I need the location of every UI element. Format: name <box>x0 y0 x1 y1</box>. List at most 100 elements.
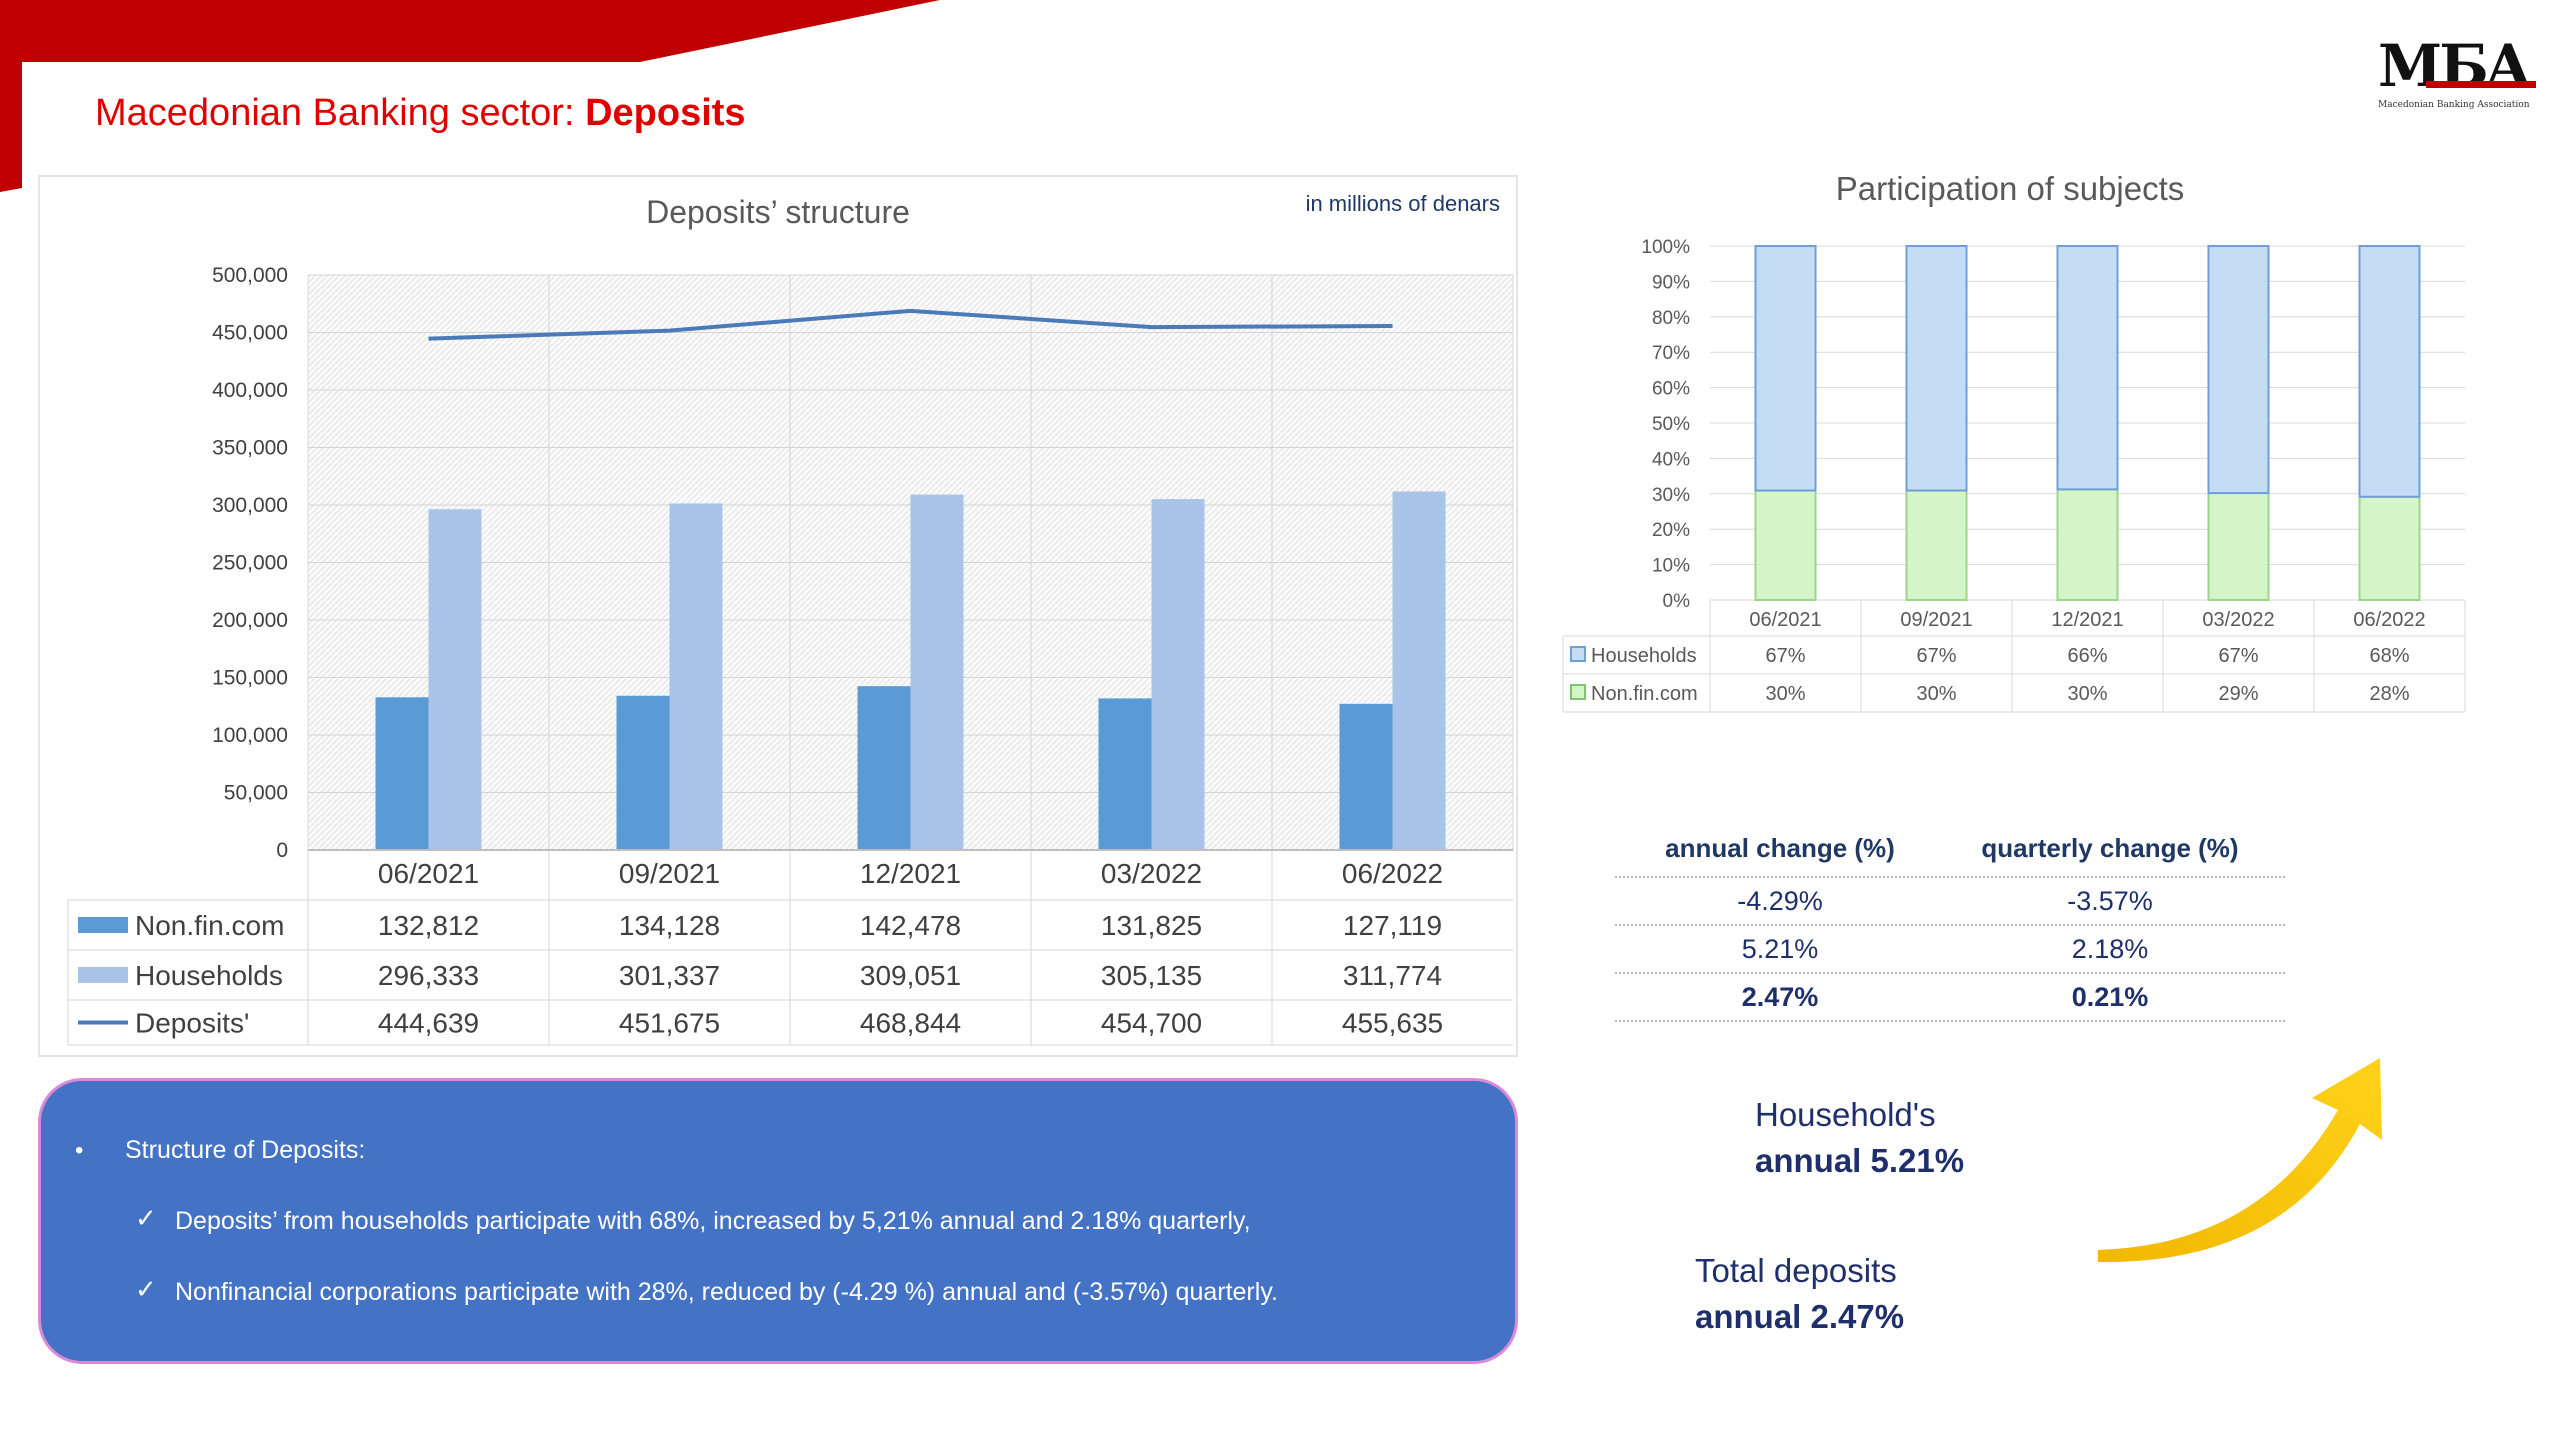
bar-non-fin-com <box>1339 703 1393 850</box>
data-label: 68% <box>2369 645 2409 667</box>
bar-non-fin-com <box>857 686 911 850</box>
checkmark-icon: ✓ <box>135 1274 157 1304</box>
data-label: 444,639 <box>378 1008 479 1039</box>
data-label: 309,051 <box>860 960 961 991</box>
data-label: 142,478 <box>860 910 961 941</box>
data-label: 132,812 <box>378 910 479 941</box>
x-tick-label: 12/2021 <box>2051 609 2123 631</box>
y-tick-label: 150,000 <box>212 667 288 690</box>
header-annual-change: annual change (%) <box>1665 832 1895 863</box>
data-label: 131,825 <box>1101 910 1202 941</box>
data-label: 30% <box>2067 683 2107 705</box>
x-tick-label: 06/2021 <box>378 858 479 889</box>
data-label: 127,119 <box>1343 910 1442 941</box>
bar-households <box>1392 491 1446 850</box>
y-tick-label: 90% <box>1652 272 1690 293</box>
y-tick-label: 100,000 <box>212 724 288 747</box>
bar-households <box>1905 245 1968 492</box>
bar-non-fin-com <box>2056 488 2119 601</box>
data-label: 67% <box>1916 645 1956 667</box>
data-label: 305,135 <box>1101 960 1202 991</box>
quarterly-change-nonfin: -3.57% <box>2067 885 2153 916</box>
y-tick-label: 100% <box>1641 237 1690 258</box>
deposits-structure-chart: 0 50,000 100,000 150,000 200,000 250,000 300,0… <box>67 191 1514 1046</box>
households-callout-line1: Household's <box>1755 1096 1936 1133</box>
logo-caption: Macedonian Banking Association <box>2378 100 2530 110</box>
data-label: 67% <box>2218 645 2258 667</box>
data-label: 296,333 <box>378 960 479 991</box>
bar-households <box>2207 245 2270 495</box>
data-label: 311,774 <box>1343 960 1442 991</box>
table-separator <box>1615 876 2285 878</box>
x-tick-label: 09/2021 <box>1900 609 1972 631</box>
annual-change-nonfin: -4.29% <box>1737 885 1823 916</box>
y-tick-label: 0 <box>276 839 288 862</box>
annual-change-households: 5.21% <box>1741 933 1819 964</box>
legend-entry: Households <box>135 960 283 991</box>
y-tick-label: 40% <box>1652 449 1690 470</box>
x-tick-label: 06/2021 <box>1749 609 1821 631</box>
quarterly-change-total: 0.21% <box>2071 981 2149 1012</box>
bar-households <box>910 494 964 850</box>
total-callout-line2: annual 2.47% <box>1695 1298 1905 1335</box>
y-tick-label: 50,000 <box>224 782 288 805</box>
data-label: 454,700 <box>1101 1008 1202 1039</box>
bar-non-fin-com <box>2358 495 2421 601</box>
legend-key <box>78 917 128 933</box>
annual-change-total: 2.47% <box>1741 981 1819 1012</box>
quarterly-change-households: 2.18% <box>2071 933 2149 964</box>
slide-title: Macedonian Banking sector: Deposits <box>95 92 746 135</box>
info-item-households: ✓ Deposits’ from households participate … <box>135 1203 1251 1236</box>
bar-households <box>428 509 482 850</box>
x-tick-label: 03/2022 <box>1101 858 1202 889</box>
bar-non-fin-com <box>1754 489 1817 602</box>
info-box: • Structure of Deposits: ✓ Deposits’ fro… <box>38 1078 1518 1364</box>
info-item-text: Deposits’ from households participate wi… <box>175 1207 1251 1235</box>
slide-title-prefix: Macedonian Banking sector: <box>95 92 586 134</box>
bar-households <box>2358 245 2421 498</box>
households-callout-line2: annual 5.21% <box>1755 1142 1965 1179</box>
y-tick-label: 0% <box>1663 591 1691 612</box>
chart-title: Deposits’ structure <box>646 194 910 230</box>
data-label: 468,844 <box>860 1008 961 1039</box>
bar-non-fin-com <box>375 697 429 850</box>
checkmark-icon: ✓ <box>135 1203 157 1233</box>
y-tick-label: 10% <box>1652 556 1690 577</box>
data-label: 67% <box>1765 645 1805 667</box>
participation-chart: Participation of subjects 0% 10% 20% 30% 40% 5… <box>1562 170 2466 713</box>
mba-logo: MБA Macedonian Banking Association <box>2378 34 2538 124</box>
bar-households <box>2056 245 2119 491</box>
data-label: 30% <box>1916 683 1956 705</box>
y-tick-label: 80% <box>1652 308 1690 329</box>
y-tick-label: 300,000 <box>212 494 288 517</box>
bar-non-fin-com <box>2207 492 2270 601</box>
bar-non-fin-com <box>1098 698 1152 850</box>
x-tick-label: 06/2022 <box>1342 858 1443 889</box>
info-item-text: Nonfinancial corporations participate wi… <box>175 1278 1278 1306</box>
data-label: 30% <box>1765 683 1805 705</box>
header-ribbon <box>0 0 940 192</box>
y-tick-label: 350,000 <box>212 437 288 460</box>
x-tick-label: 12/2021 <box>860 858 961 889</box>
y-tick-label: 30% <box>1652 485 1690 506</box>
legend-key <box>1570 646 1586 662</box>
bar-households <box>669 503 723 850</box>
logo-underline <box>2426 81 2536 88</box>
data-label: 29% <box>2218 683 2258 705</box>
y-tick-label: 20% <box>1652 520 1690 541</box>
bullet-dot: • <box>75 1137 84 1164</box>
data-label: 28% <box>2369 683 2409 705</box>
slide-title-bold: Deposits <box>585 92 746 134</box>
data-label: 455,635 <box>1342 1008 1443 1039</box>
y-tick-label: 400,000 <box>212 379 288 402</box>
table-row: 5.21% 2.18% <box>1615 926 2295 972</box>
legend-entry: Deposits' <box>135 1008 249 1039</box>
data-label: 451,675 <box>619 1008 720 1039</box>
table-separator <box>1615 972 2285 974</box>
y-tick-label: 500,000 <box>212 264 288 287</box>
data-label: 301,337 <box>619 960 720 991</box>
legend-entry: Non.fin.com <box>1591 683 1698 705</box>
y-tick-label: 200,000 <box>212 609 288 632</box>
x-tick-label: 03/2022 <box>2202 609 2274 631</box>
change-table: annual change (%) quarterly change (%) -… <box>1615 820 2295 1022</box>
